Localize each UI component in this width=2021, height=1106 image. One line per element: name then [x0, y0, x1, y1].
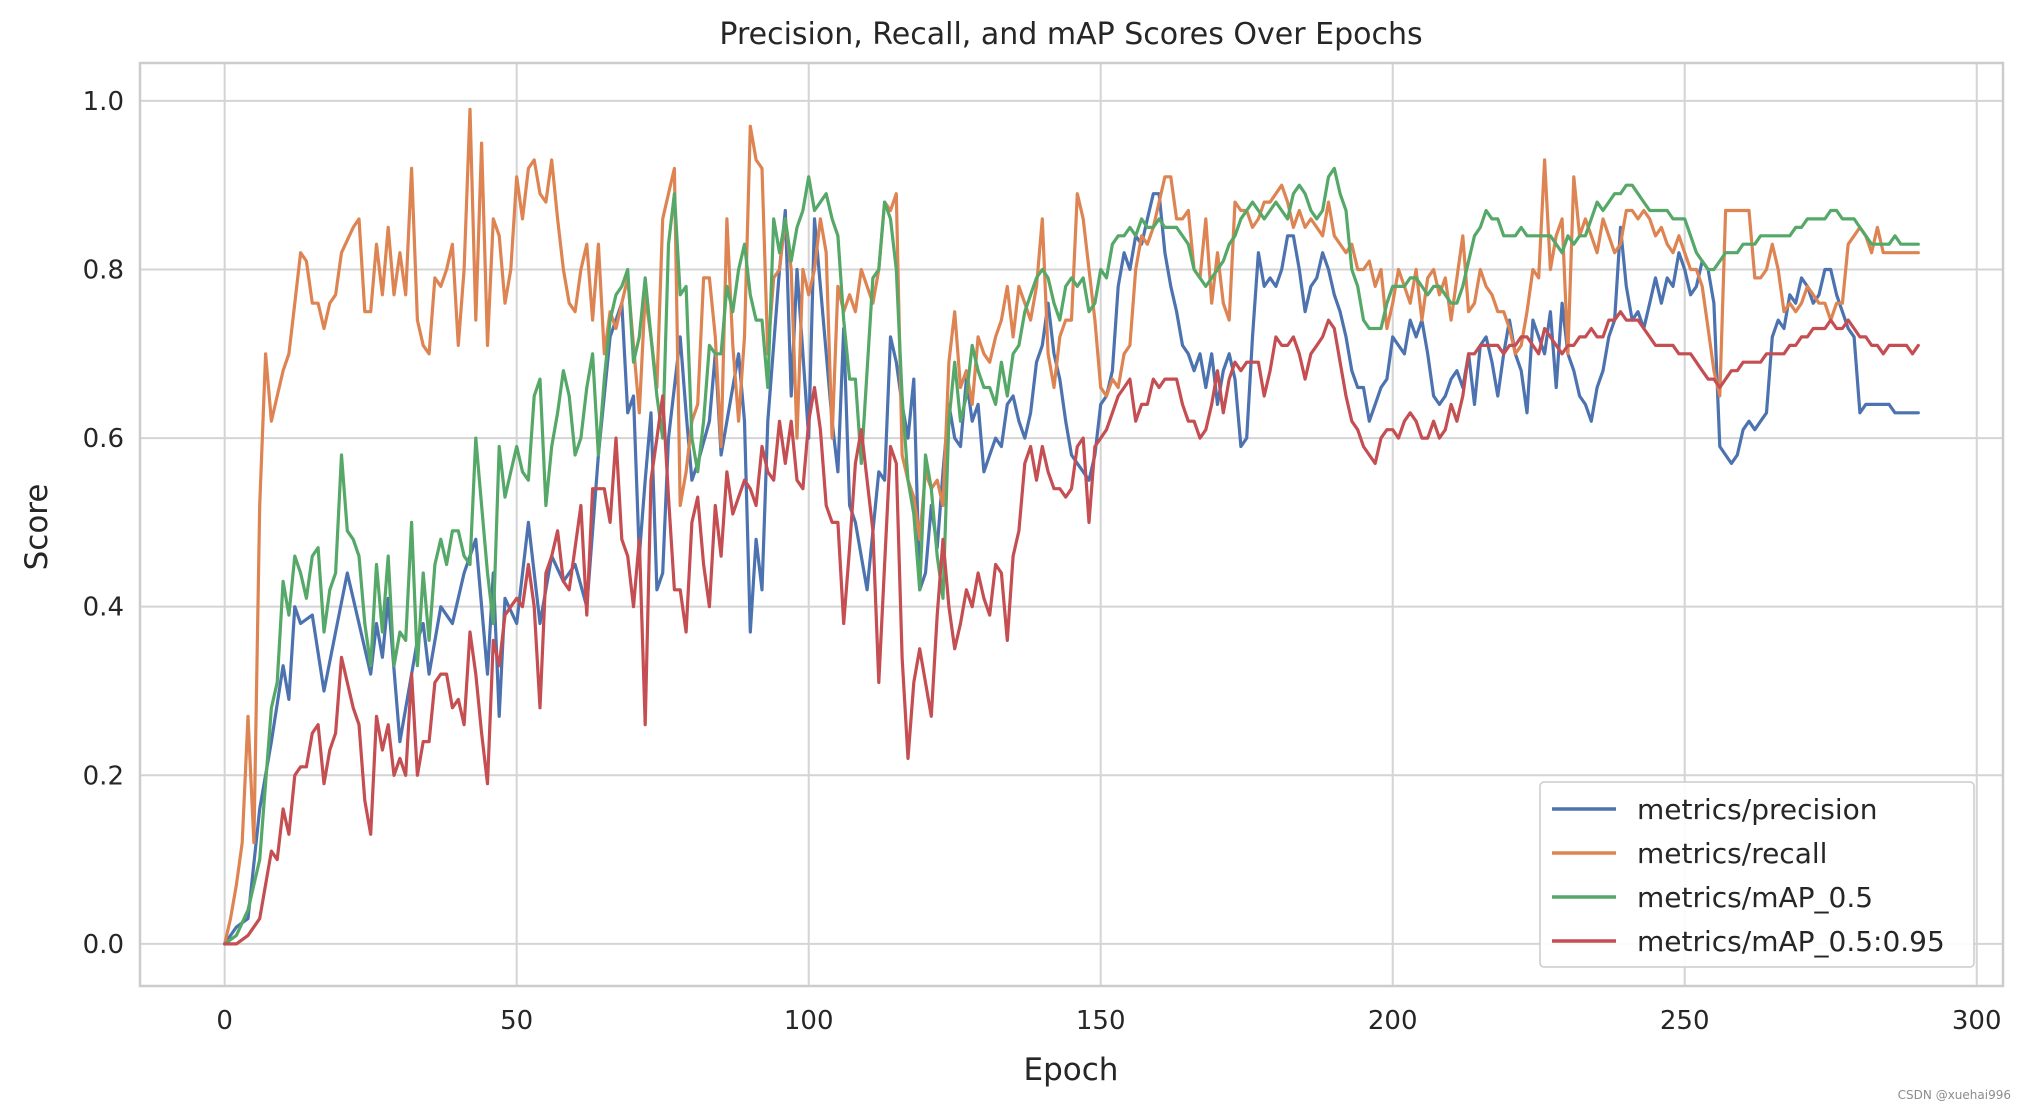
series-line-3 — [223, 166, 1920, 946]
series-layer — [223, 107, 1920, 946]
y-tick-label: 0.0 — [83, 930, 124, 960]
legend-box — [1539, 781, 1975, 968]
x-tick-label: 300 — [1952, 1006, 2002, 1036]
legend-label: metrics/precision — [1637, 793, 1878, 826]
x-tick-label: 0 — [216, 1006, 233, 1036]
x-tick-label: 200 — [1368, 1006, 1418, 1036]
x-tick-label: 250 — [1660, 1006, 1710, 1036]
tick-labels: 0 50 100 150 200 250 300 0.0 0.2 0.4 0.6 0.8 1.0 — [83, 87, 2002, 1036]
x-tick-label: 150 — [1076, 1006, 1126, 1036]
chart-title: Precision, Recall, and mAP Scores Over E… — [719, 17, 1422, 52]
x-axis-label: Epoch — [1024, 1052, 1119, 1088]
legend: metrics/precision metrics/recall metrics/m… — [1539, 781, 1975, 968]
series-line-2 — [223, 107, 1920, 946]
y-axis-label: Score — [19, 484, 55, 571]
watermark: CSDN @xuehai996 — [1897, 1088, 2011, 1102]
series-line-4 — [223, 310, 1920, 946]
y-tick-label: 0.2 — [83, 761, 124, 791]
y-tick-label: 0.4 — [83, 593, 124, 623]
series-line-1 — [223, 192, 1920, 946]
legend-label: metrics/mAP_0.5:0.95 — [1637, 925, 1945, 958]
y-tick-label: 1.0 — [83, 87, 124, 117]
y-tick-label: 0.8 — [83, 256, 124, 286]
x-tick-label: 100 — [784, 1006, 834, 1036]
legend-label: metrics/recall — [1637, 837, 1827, 870]
y-tick-label: 0.6 — [83, 424, 124, 454]
x-tick-label: 50 — [500, 1006, 533, 1036]
plot-frame — [138, 61, 2005, 988]
legend-label: metrics/mAP_0.5 — [1637, 881, 1873, 914]
